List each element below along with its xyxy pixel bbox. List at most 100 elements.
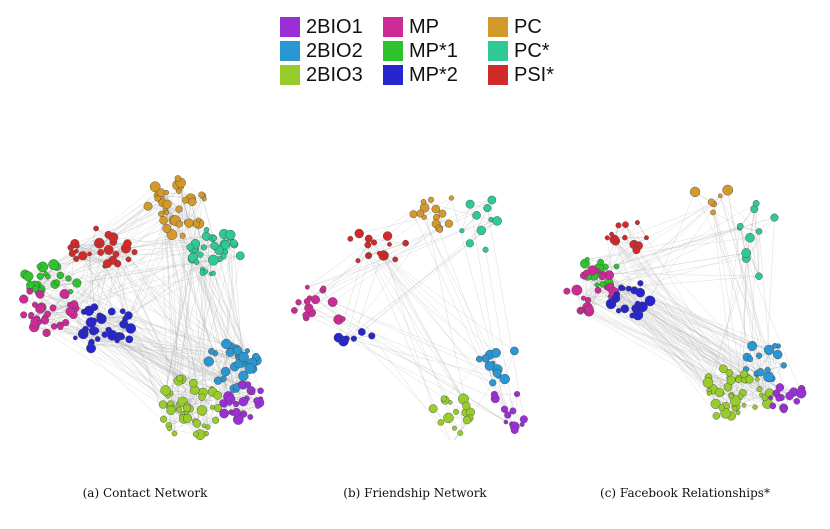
edge [609,203,757,288]
node [101,331,108,338]
edge [91,341,164,405]
node [208,348,215,355]
node [634,220,640,226]
node [192,419,201,428]
edge [307,259,396,288]
edge [46,332,172,411]
node [622,221,629,228]
edge [435,223,513,425]
edge [305,314,496,399]
edge [346,338,513,425]
edge [73,248,127,315]
edge [361,219,492,333]
edge [576,289,709,378]
edge [615,240,782,398]
node [571,284,583,296]
node [509,407,517,415]
node [597,258,604,266]
edge [68,206,149,279]
node [741,403,747,408]
node [20,311,28,319]
node [366,252,372,258]
legend-item-pc-star: PC* [488,40,550,62]
node [238,351,249,363]
edge [640,283,753,347]
node [585,256,590,262]
node [184,218,194,228]
node [210,270,216,276]
node [484,361,495,371]
node [492,216,502,226]
node [94,241,99,246]
edge [640,292,797,402]
node [717,193,723,199]
edge [182,398,247,402]
edge [23,291,30,315]
node [702,377,714,388]
node [197,251,204,258]
node [780,406,788,414]
edge [597,290,724,369]
edge [91,340,118,343]
legend-label: MP*1 [409,40,458,62]
node [158,400,168,409]
node [19,294,29,304]
node [35,290,45,299]
node [775,395,782,402]
edge [588,222,638,310]
node [93,225,99,232]
edge [712,212,779,398]
node [118,333,125,340]
edge [125,248,225,414]
edge [179,224,201,433]
edge [28,178,178,289]
node [203,269,209,274]
edge [115,254,179,381]
edge [30,284,252,391]
node [347,235,354,242]
edge [346,338,505,380]
node [163,209,170,216]
node [622,234,628,241]
node [503,419,509,425]
edge [125,318,203,393]
legend-label: 2BIO2 [306,40,363,62]
edge [720,195,782,398]
edge [615,240,635,291]
node [182,403,192,413]
node [213,391,222,400]
legend-swatch [280,17,300,37]
node [481,354,490,363]
edge [108,260,113,331]
node [234,359,244,369]
node [233,400,240,408]
edge [583,275,710,391]
node [436,226,444,233]
node [772,349,783,360]
node [409,210,418,219]
node [175,220,183,228]
node [706,390,712,396]
node [644,235,649,241]
edge [469,204,507,423]
node [87,251,92,257]
node [159,216,168,225]
node [220,366,231,377]
node [232,407,241,417]
legend-swatch [383,41,403,61]
legend-label: PSI* [514,64,555,86]
node [45,273,51,280]
node [755,228,763,235]
node [26,287,34,295]
node [175,205,183,213]
edge [315,299,507,423]
edge [395,230,462,260]
node [302,311,310,319]
node [769,402,777,410]
node [490,390,498,399]
node [253,397,261,405]
edge [307,287,441,423]
edge [130,234,173,329]
node [78,251,88,261]
nodes [563,184,807,421]
